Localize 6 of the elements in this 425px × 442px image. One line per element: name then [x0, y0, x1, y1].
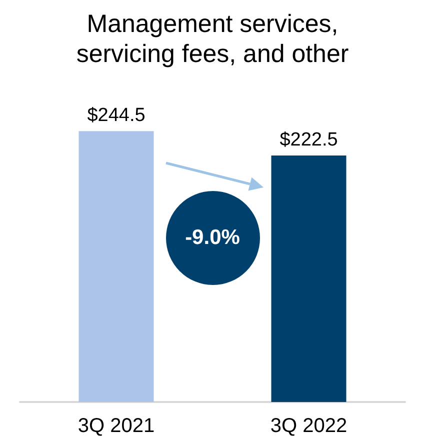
x-tick-label: 3Q 2022 [270, 415, 348, 437]
x-tick-label: 3Q 2021 [78, 415, 155, 437]
data-label: $244.5 [87, 105, 146, 126]
data-label: $222.5 [280, 129, 338, 150]
annotation: -9.0% [184, 226, 241, 250]
chart-title: Management services, servicing fees, and other [76, 10, 349, 68]
